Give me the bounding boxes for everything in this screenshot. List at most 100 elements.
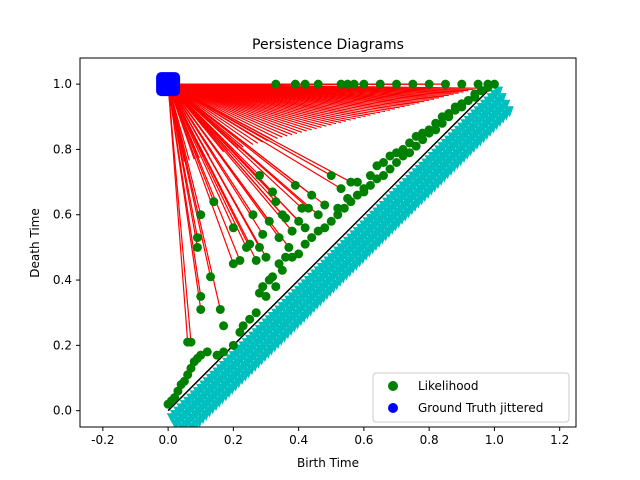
likelihood-point — [251, 255, 261, 265]
likelihood-point — [192, 242, 202, 252]
likelihood-point — [352, 177, 362, 187]
likelihood-point — [307, 233, 317, 243]
likelihood-point — [320, 223, 330, 233]
likelihood-point — [320, 200, 330, 210]
likelihood-point — [196, 291, 206, 301]
likelihood-point — [284, 242, 294, 252]
matching-line — [167, 83, 306, 229]
likelihood-point — [343, 79, 353, 89]
likelihood-point — [326, 216, 336, 226]
likelihood-point — [457, 102, 467, 112]
chart-title: Persistence Diagrams — [252, 37, 404, 53]
likelihood-point — [405, 148, 415, 158]
likelihood-point — [192, 233, 202, 243]
likelihood-point — [196, 210, 206, 220]
likelihood-point — [248, 210, 258, 220]
x-tick-label: 0.8 — [420, 433, 439, 447]
likelihood-point — [268, 272, 278, 282]
y-tick-label: 0.2 — [53, 338, 72, 352]
matching-line — [167, 83, 190, 161]
likelihood-point — [228, 340, 238, 350]
likelihood-point — [333, 210, 343, 220]
likelihood-points — [163, 79, 499, 409]
likelihood-point — [313, 79, 323, 89]
x-tick-label: 1.2 — [550, 433, 569, 447]
likelihood-point — [346, 177, 356, 187]
likelihood-point — [294, 249, 304, 259]
likelihood-point — [300, 239, 310, 249]
legend-box — [372, 372, 570, 423]
likelihood-point — [457, 79, 467, 89]
likelihood-point — [209, 197, 219, 207]
likelihood-point — [258, 229, 268, 239]
likelihood-point — [300, 79, 310, 89]
jittered-cloud — [166, 86, 514, 427]
x-tick-label: 1.0 — [485, 433, 504, 447]
jittered-point — [503, 106, 514, 118]
axes-frame — [79, 57, 577, 428]
jittered-point — [500, 99, 511, 111]
matching-line — [167, 84, 192, 343]
likelihood-point — [206, 272, 216, 282]
matching-line — [167, 83, 254, 146]
likelihood-point — [277, 265, 287, 275]
likelihood-point — [336, 79, 346, 89]
legend-swatch-ground-truth — [388, 403, 398, 413]
likelihood-point — [235, 255, 245, 265]
likelihood-point — [271, 197, 281, 207]
likelihood-point — [271, 282, 281, 292]
likelihood-point — [294, 216, 304, 226]
likelihood-point — [258, 282, 268, 292]
matching-line — [167, 84, 186, 162]
likelihood-point — [424, 79, 434, 89]
legend-swatch-likelihood — [388, 381, 398, 391]
axes: -0.2 0.0 0.2 0.4 0.6 0.8 1.0 1.2 0.0 0.2 0.4 0.6 0.8… — [53, 57, 577, 447]
legend: Likelihood Ground Truth jittered — [372, 372, 570, 423]
likelihood-point — [313, 210, 323, 220]
likelihood-point — [437, 118, 447, 128]
likelihood-point — [470, 92, 480, 102]
legend-label-ground-truth: Ground Truth jittered — [418, 401, 543, 415]
likelihood-point — [245, 239, 255, 249]
matching-line — [167, 83, 234, 150]
y-tick-label: 1.0 — [53, 77, 72, 91]
matching-line — [167, 83, 239, 149]
likelihood-point — [290, 180, 300, 190]
x-tick-label: 0.4 — [289, 433, 308, 447]
likelihood-point — [196, 304, 206, 314]
likelihood-point — [346, 197, 356, 207]
likelihood-point — [281, 213, 291, 223]
likelihood-point — [378, 171, 388, 181]
x-tick-label: 0.2 — [224, 433, 243, 447]
likelihood-point — [245, 314, 255, 324]
matching-line — [167, 83, 229, 152]
likelihood-point — [431, 125, 441, 135]
plot-area — [156, 72, 514, 427]
likelihood-point — [268, 187, 278, 197]
likelihood-point — [303, 203, 313, 213]
likelihood-point — [339, 203, 349, 213]
likelihood-point — [287, 226, 297, 236]
likelihood-point — [186, 337, 196, 347]
matching-line — [167, 83, 200, 159]
likelihood-point — [378, 157, 388, 167]
likelihood-point — [228, 223, 238, 233]
y-tick-label: 0.4 — [53, 273, 72, 287]
matching-lines — [167, 83, 479, 343]
plot-content — [156, 72, 514, 427]
jittered-point — [496, 93, 507, 105]
likelihood-point — [254, 242, 264, 252]
likelihood-point — [238, 321, 248, 331]
legend-label-likelihood: Likelihood — [418, 379, 479, 393]
likelihood-point — [375, 79, 385, 89]
likelihood-point — [392, 79, 402, 89]
likelihood-point — [349, 79, 359, 89]
matching-line — [167, 83, 195, 160]
likelihood-point — [365, 180, 375, 190]
likelihood-point — [274, 233, 284, 243]
y-axis-label: Death Time — [28, 208, 42, 277]
likelihood-point — [411, 141, 421, 151]
likelihood-point — [392, 157, 402, 167]
likelihood-point — [359, 187, 369, 197]
likelihood-point — [264, 216, 274, 226]
